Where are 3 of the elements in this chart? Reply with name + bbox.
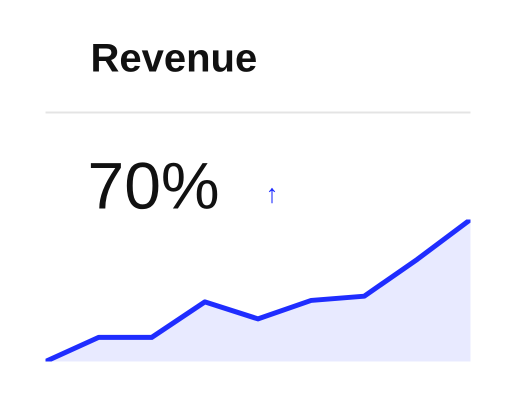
chart-title: Revenue <box>90 36 258 80</box>
text: ↑ <box>266 178 278 208</box>
annotation: 70% <box>88 148 220 222</box>
